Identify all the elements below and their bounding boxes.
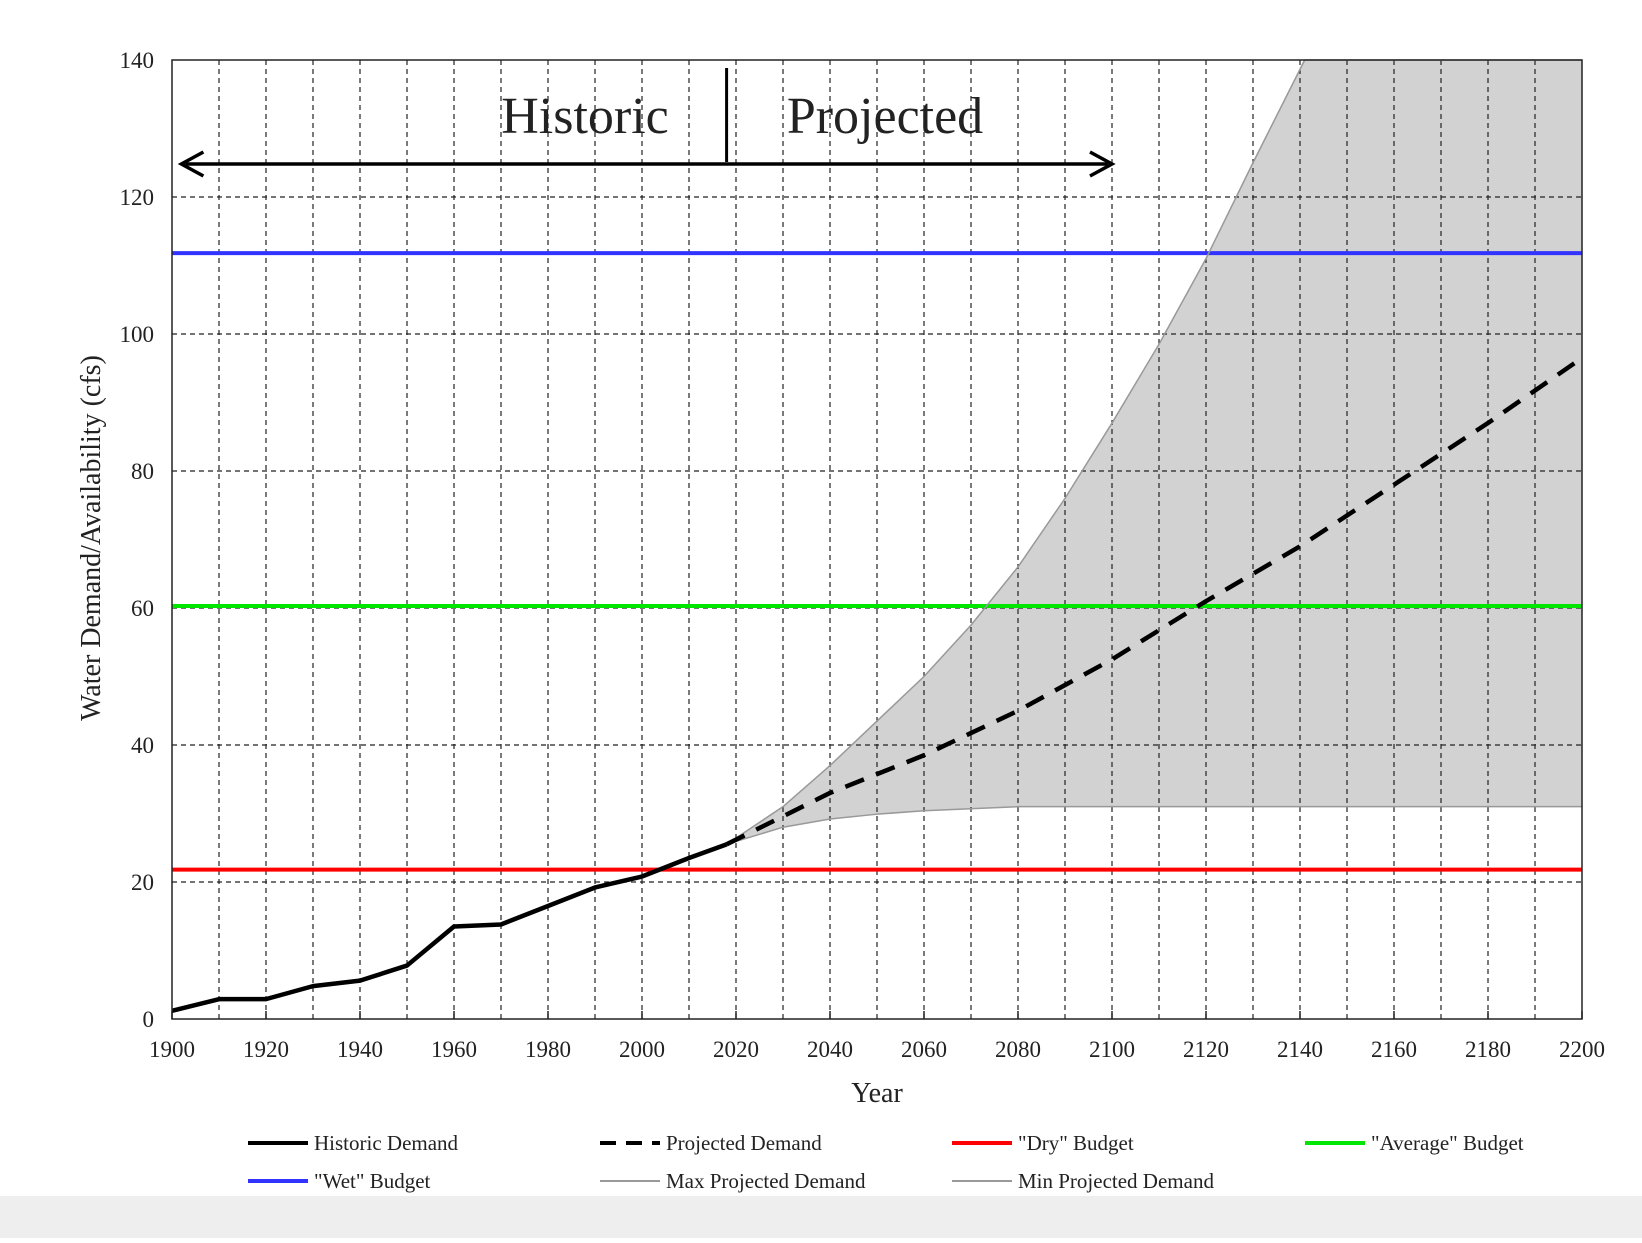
- x-tick-label: 2160: [1371, 1037, 1417, 1062]
- x-tick-label: 2180: [1465, 1037, 1511, 1062]
- x-tick-label: 2060: [901, 1037, 947, 1062]
- x-tick-label: 2100: [1089, 1037, 1135, 1062]
- x-tick-label: 2000: [619, 1037, 665, 1062]
- x-tick-label: 2140: [1277, 1037, 1323, 1062]
- axis-ticks: 1900 1920 1940 1960 1980 2000 2020 2040 2060 2080…: [120, 48, 1606, 1062]
- projected-label: Projected: [787, 88, 983, 145]
- x-tick-label: 1920: [243, 1037, 289, 1062]
- legend: Historic Demand Projected Demand "Dry" Bud…: [248, 1131, 1524, 1193]
- series-line-historic-demand: [171, 842, 728, 1013]
- period-arrow-right-head: [1089, 150, 1116, 178]
- x-tick-label: 2080: [995, 1037, 1041, 1062]
- y-axis-title: Water Demand/Availability (cfs): [76, 355, 107, 721]
- projection-range-band: [726, 60, 1582, 845]
- x-tick-label: 1980: [525, 1037, 571, 1062]
- x-tick-label: 2200: [1559, 1037, 1605, 1062]
- series-line-max-projected-demand: [726, 59, 1582, 845]
- period-annotation: Historic Projected: [177, 68, 1116, 178]
- legend-label: "Dry" Budget: [1018, 1131, 1134, 1155]
- x-tick-label: 1940: [337, 1037, 383, 1062]
- legend-label: "Average" Budget: [1371, 1131, 1524, 1155]
- x-tick-label: 2040: [807, 1037, 853, 1062]
- y-tick-label: 120: [120, 185, 155, 210]
- x-tick-label: 1900: [149, 1037, 195, 1062]
- y-tick-label: 40: [131, 733, 154, 758]
- y-tick-label: 60: [131, 596, 154, 621]
- period-arrow-left-head: [177, 150, 205, 178]
- legend-label: Historic Demand: [314, 1131, 459, 1155]
- y-tick-label: 0: [143, 1007, 155, 1032]
- legend-label: "Wet" Budget: [314, 1169, 431, 1193]
- plot-frame: [171, 59, 1583, 1020]
- historic-label: Historic: [501, 88, 669, 145]
- x-tick-label: 2120: [1183, 1037, 1229, 1062]
- grid-lines: [172, 60, 1582, 1019]
- y-tick-label: 80: [131, 459, 154, 484]
- series-line-projected-demand: [725, 356, 1584, 847]
- x-tick-label: 1960: [431, 1037, 477, 1062]
- x-axis-title: Year: [851, 1078, 903, 1109]
- y-tick-label: 100: [120, 322, 155, 347]
- legend-label: Projected Demand: [666, 1131, 822, 1155]
- legend-label: Min Projected Demand: [1018, 1169, 1214, 1193]
- x-tick-label: 2020: [713, 1037, 759, 1062]
- legend-label: Max Projected Demand: [666, 1169, 866, 1193]
- projection-band: [726, 60, 1582, 845]
- y-tick-label: 140: [120, 48, 155, 73]
- series-line-min-projected-demand: [726, 805, 1582, 846]
- series-lines: [171, 59, 1584, 1013]
- window-bottom-bar: [0, 1196, 1642, 1238]
- y-tick-label: 20: [131, 870, 154, 895]
